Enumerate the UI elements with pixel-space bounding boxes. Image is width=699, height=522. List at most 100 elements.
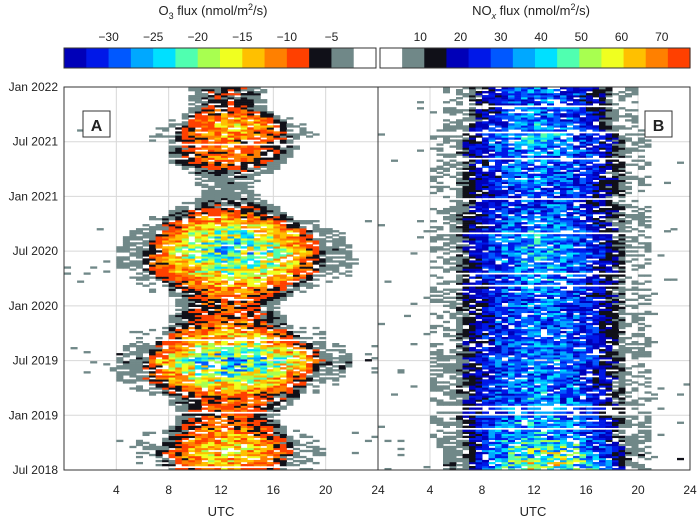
heatmap-cell xyxy=(234,232,242,235)
heatmap-cell xyxy=(188,89,196,92)
heatmap-cell xyxy=(332,373,340,376)
heatmap-cell xyxy=(149,363,157,366)
heatmap-cell xyxy=(638,465,645,469)
heatmap-cell xyxy=(443,387,450,390)
heatmap-cell xyxy=(253,373,261,376)
heatmap-cell xyxy=(482,433,489,437)
heatmap-cell xyxy=(625,383,632,386)
heatmap-cell xyxy=(168,284,176,287)
heatmap-cell xyxy=(266,159,274,162)
heatmap-cell xyxy=(247,322,255,326)
heatmap-cell xyxy=(240,351,248,354)
heatmap-cell xyxy=(266,413,274,416)
heatmap-cell xyxy=(560,403,567,406)
nox-colorbar-swatch xyxy=(579,48,603,68)
heatmap-cell xyxy=(521,393,528,396)
nox-colorbar-swatch xyxy=(512,48,536,68)
heatmap-cell xyxy=(625,419,632,422)
heatmap-cell xyxy=(266,437,274,441)
heatmap-cell xyxy=(266,351,274,354)
heatmap-cell xyxy=(247,153,255,156)
heatmap-cell xyxy=(430,381,437,384)
heatmap-cell xyxy=(514,463,522,467)
heatmap-cell xyxy=(240,363,248,366)
heatmap-cell xyxy=(306,286,314,289)
heatmap-cell xyxy=(514,453,522,457)
heatmap-cell xyxy=(214,393,222,396)
heatmap-cell xyxy=(188,318,196,322)
heatmap-cell xyxy=(227,359,235,362)
heatmap-cell xyxy=(266,250,274,253)
heatmap-cell xyxy=(227,445,235,449)
heatmap-cell xyxy=(175,423,183,426)
heatmap-cell xyxy=(207,129,215,132)
heatmap-cell xyxy=(201,282,209,285)
heatmap-cell xyxy=(201,381,209,384)
heatmap-cell xyxy=(168,240,176,243)
heatmap-cell xyxy=(260,141,268,144)
heatmap-cell xyxy=(234,111,242,114)
heatmap-cell xyxy=(181,353,189,356)
heatmap-cell xyxy=(286,336,294,340)
heatmap-cell xyxy=(566,381,574,384)
heatmap-cell xyxy=(240,421,248,424)
heatmap-cell xyxy=(469,421,476,424)
heatmap-cell xyxy=(253,159,261,162)
heatmap-cell xyxy=(201,224,209,227)
heatmap-cell xyxy=(227,306,235,310)
heatmap-cell xyxy=(181,361,189,364)
heatmap-cell xyxy=(240,343,248,346)
heatmap-cell xyxy=(253,381,261,384)
heatmap-cell xyxy=(266,389,274,392)
heatmap-cell xyxy=(234,340,242,344)
heatmap-cell xyxy=(449,411,457,414)
heatmap-cell xyxy=(129,232,137,235)
heatmap-cell xyxy=(155,340,163,344)
heatmap-cell xyxy=(475,425,483,428)
heatmap-cell xyxy=(234,109,242,112)
heatmap-cell xyxy=(612,445,619,449)
heatmap-cell xyxy=(260,159,268,162)
heatmap-cell xyxy=(181,351,189,354)
heatmap-cell xyxy=(579,415,587,418)
heatmap-cell xyxy=(240,292,248,295)
heatmap-cell xyxy=(553,385,561,388)
heatmap-cell xyxy=(214,149,222,152)
heatmap-cell xyxy=(508,441,515,445)
heatmap-cell xyxy=(286,397,294,400)
heatmap-cell xyxy=(469,373,476,376)
heatmap-cell xyxy=(168,216,176,219)
heatmap-cell xyxy=(638,447,645,451)
heatmap-cell xyxy=(338,250,346,253)
heatmap-cell xyxy=(175,213,183,217)
heatmap-cell xyxy=(175,389,183,392)
heatmap-cell xyxy=(207,109,215,112)
heatmap-cell xyxy=(612,423,619,426)
heatmap-cell xyxy=(488,441,496,445)
heatmap-cell xyxy=(469,397,476,400)
heatmap-cell xyxy=(292,258,300,261)
heatmap-cell xyxy=(234,357,242,360)
heatmap-cell xyxy=(319,274,327,277)
heatmap-cell xyxy=(234,155,242,158)
heatmap-cell xyxy=(227,216,235,219)
heatmap-cell xyxy=(247,113,255,116)
heatmap-cell xyxy=(234,389,242,392)
heatmap-cell xyxy=(207,209,215,213)
heatmap-cell xyxy=(273,131,281,134)
heatmap-cell xyxy=(560,445,567,449)
heatmap-cell xyxy=(605,387,613,390)
heatmap-cell xyxy=(266,345,274,348)
heatmap-cell xyxy=(247,177,255,181)
heatmap-cell xyxy=(168,449,176,453)
heatmap-cell xyxy=(188,447,196,451)
heatmap-cell xyxy=(462,439,470,443)
heatmap-cell xyxy=(247,290,255,293)
heatmap-cell xyxy=(527,421,535,424)
heatmap-cell xyxy=(547,373,554,376)
heatmap-cell xyxy=(221,405,229,408)
heatmap-cell xyxy=(188,409,196,412)
heatmap-cell xyxy=(266,405,274,408)
heatmap-cell xyxy=(560,391,567,394)
heatmap-cell xyxy=(266,371,274,374)
